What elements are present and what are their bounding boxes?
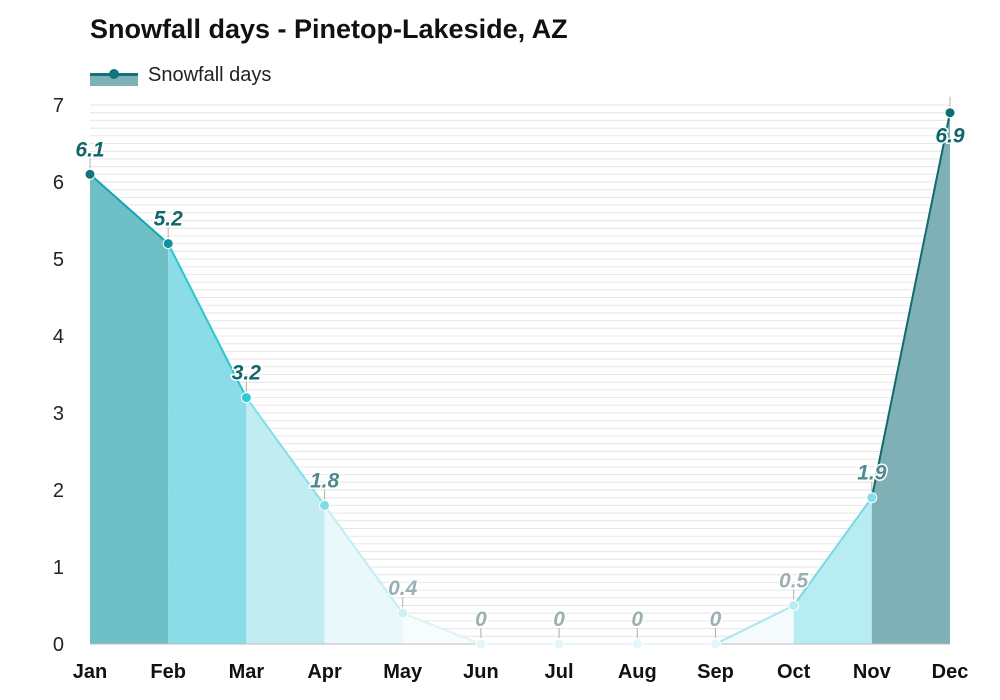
x-tick-label: Jan xyxy=(73,661,107,683)
data-label: 0.4 xyxy=(388,577,418,600)
data-label: 5.2 xyxy=(154,208,184,231)
series-line-segment xyxy=(870,112,951,498)
area-segment xyxy=(168,243,247,644)
data-label: 0 xyxy=(631,608,643,631)
data-label: 3.2 xyxy=(232,362,262,385)
series-line-segment xyxy=(323,504,404,614)
data-point xyxy=(709,638,721,650)
legend[interactable]: Snowfall days xyxy=(90,62,271,88)
legend-swatch xyxy=(90,64,138,86)
data-point xyxy=(240,392,252,404)
y-tick-label: 7 xyxy=(53,95,64,117)
x-tick-label: Aug xyxy=(618,661,657,683)
series-line-segment xyxy=(402,612,482,645)
legend-label: Snowfall days xyxy=(148,63,272,86)
y-tick-label: 6 xyxy=(53,172,64,194)
x-tick-label: Apr xyxy=(307,661,342,683)
x-tick-label: Feb xyxy=(150,661,186,683)
area-segment xyxy=(793,497,872,644)
data-label: 6.9 xyxy=(935,125,965,148)
y-tick-label: 4 xyxy=(53,326,64,348)
area-segment xyxy=(871,112,950,644)
data-label: 1.9 xyxy=(857,462,887,485)
x-tick-label: Jul xyxy=(545,661,574,683)
x-tick-label: Oct xyxy=(777,661,811,683)
data-label: 0.5 xyxy=(779,570,809,593)
data-point xyxy=(397,607,409,619)
series-line-segment xyxy=(245,397,326,506)
series-line-segment xyxy=(792,497,873,607)
series-line-segment xyxy=(89,173,169,245)
data-point xyxy=(553,638,565,650)
data-point xyxy=(475,638,487,650)
data-point xyxy=(631,638,643,650)
y-tick-label: 1 xyxy=(53,557,64,579)
y-tick-label: 2 xyxy=(53,480,64,502)
area-segment xyxy=(90,174,169,645)
x-tick-label: Dec xyxy=(932,661,969,683)
x-tick-label: Sep xyxy=(697,661,734,683)
series-line-segment xyxy=(715,604,795,645)
data-point xyxy=(788,600,800,611)
y-tick-label: 5 xyxy=(53,249,64,271)
y-tick-label: 3 xyxy=(53,403,64,425)
data-label: 6.1 xyxy=(75,138,104,161)
y-tick-label: 0 xyxy=(53,634,64,656)
series-line-segment xyxy=(167,243,248,399)
data-label: 1.8 xyxy=(310,469,340,492)
data-point xyxy=(944,107,956,119)
data-point xyxy=(162,238,174,250)
data-point xyxy=(866,492,878,504)
data-label: 0 xyxy=(553,608,565,631)
x-tick-label: Nov xyxy=(853,661,892,683)
data-point xyxy=(84,168,96,180)
x-tick-label: Mar xyxy=(229,661,265,683)
data-label: 0 xyxy=(710,608,722,631)
x-tick-label: May xyxy=(383,661,423,683)
chart-title: Snowfall days - Pinetop-Lakeside, AZ xyxy=(90,14,568,44)
data-label: 0 xyxy=(475,608,487,631)
area-segment xyxy=(324,505,403,644)
area-segment xyxy=(246,397,325,644)
data-point xyxy=(319,499,331,511)
x-tick-label: Jun xyxy=(463,661,499,683)
